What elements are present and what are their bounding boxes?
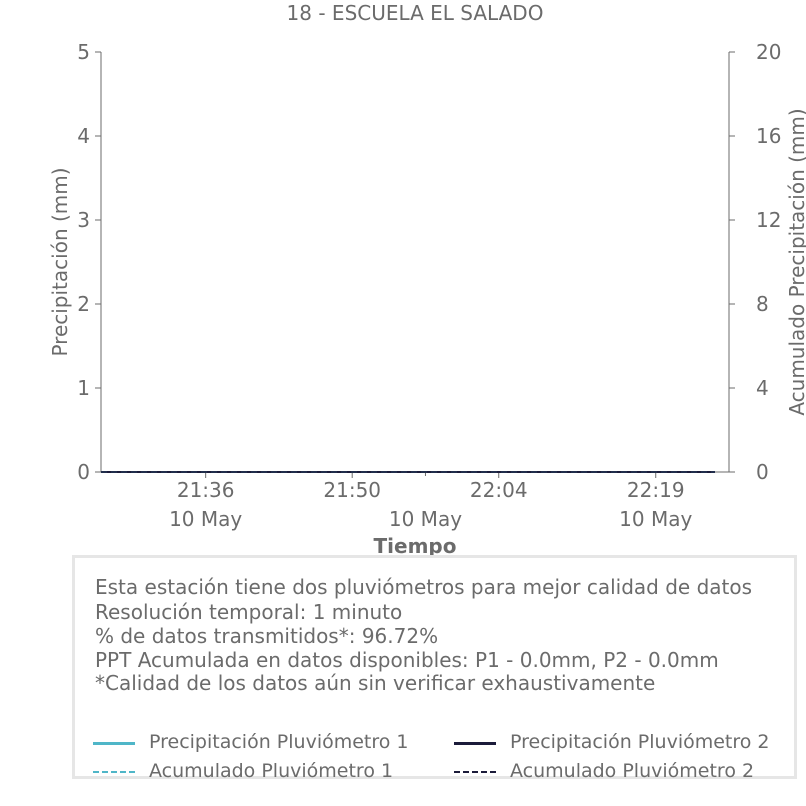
- y-axis-label: Precipitación (mm): [48, 167, 72, 356]
- x-tick-date-label: 10 May: [389, 507, 462, 531]
- y-tick-label: 4: [77, 124, 90, 148]
- legend-swatch-precip-2: [454, 742, 496, 745]
- info-data-transmitted: % de datos transmitidos*: 96.72%: [95, 624, 439, 648]
- chart-title: 18 - ESCUELA EL SALADO: [287, 1, 544, 25]
- y-tick-label: 2: [77, 292, 90, 316]
- x-tick-date-label: 10 May: [169, 507, 242, 531]
- legend-swatch-precip-1: [93, 742, 135, 745]
- legend-label-precip-1: Precipitación Pluviómetro 1: [149, 731, 409, 753]
- legend-label-acum-2: Acumulado Pluviómetro 2: [510, 760, 755, 782]
- legend-label-precip-2: Precipitación Pluviómetro 2: [510, 731, 770, 753]
- x-tick-time-label: 21:36: [177, 478, 235, 502]
- y2-tick-label: 4: [756, 376, 769, 400]
- legend-swatch-acum-1: [93, 771, 135, 773]
- x-axis-label: Tiempo: [374, 534, 457, 556]
- legend-swatch-acum-2: [454, 771, 496, 773]
- y-tick-label: 3: [77, 208, 90, 232]
- info-resolution: Resolución temporal: 1 minuto: [95, 600, 403, 624]
- y2-tick-label: 0: [756, 460, 769, 484]
- y-tick-label: 0: [77, 460, 90, 484]
- info-stations-note: Esta estación tiene dos pluviómetros par…: [95, 575, 753, 599]
- y2-axis-label: Acumulado Precipitación (mm): [785, 108, 806, 415]
- x-tick-time-label: 21:50: [323, 478, 381, 502]
- y2-tick-label: 8: [756, 292, 769, 316]
- info-quality-note: *Calidad de los datos aún sin verificar …: [95, 671, 656, 695]
- x-tick-date-label: 10 May: [619, 507, 692, 531]
- y-tick-label: 1: [77, 376, 90, 400]
- legend-label-acum-1: Acumulado Pluviómetro 1: [149, 760, 394, 782]
- x-tick-time-label: 22:04: [470, 478, 528, 502]
- y2-tick-label: 20: [756, 40, 781, 64]
- y-tick-label: 5: [77, 40, 90, 64]
- chart: 18 - ESCUELA EL SALADO 01234504812162021…: [48, 1, 806, 556]
- info-legend-box: Esta estación tiene dos pluviómetros par…: [72, 555, 797, 782]
- x-tick-time-label: 22:19: [627, 478, 685, 502]
- info-accumulated-ppt: PPT Acumulada en datos disponibles: P1 -…: [95, 648, 719, 672]
- y2-tick-label: 16: [756, 124, 781, 148]
- axes: [100, 52, 730, 473]
- y2-tick-label: 12: [756, 208, 781, 232]
